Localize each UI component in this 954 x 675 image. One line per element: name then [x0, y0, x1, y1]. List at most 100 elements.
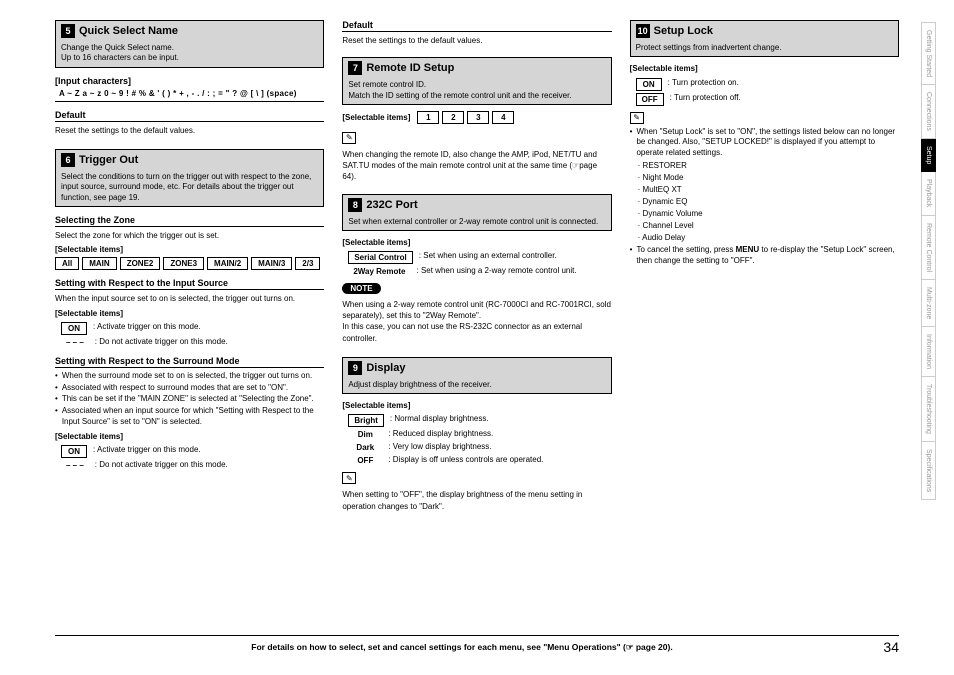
locked-item: Channel Level [638, 220, 899, 232]
locked-item: Dynamic Volume [638, 208, 899, 220]
remote-id-chip: 4 [492, 111, 514, 124]
manual-page: 5 Quick Select Name Change the Quick Sel… [0, 0, 954, 675]
remote-id-chips: [Selectable items] 1234 [342, 111, 611, 124]
dash-chip-2: – – – [61, 460, 89, 471]
display-option-row: OFF : Display is off unless controls are … [348, 455, 611, 466]
page-footer: For details on how to select, set and ca… [55, 635, 899, 655]
zone-chip: ZONE3 [163, 257, 204, 270]
surround-heading: Setting with Respect to the Surround Mod… [55, 356, 324, 368]
selectable-label-b: [Selectable items] [55, 308, 324, 319]
section-6-title: Trigger Out [79, 154, 138, 166]
locked-item: MultEQ XT [638, 184, 899, 196]
surround-bullet: Associated with respect to surround mode… [55, 383, 324, 394]
section-5-desc: Change the Quick Select name. Up to 16 c… [55, 41, 324, 68]
on-chip: ON [61, 322, 87, 335]
badge-8: 8 [348, 198, 362, 212]
zone-chip: ZONE2 [120, 257, 161, 270]
zone-chip: MAIN [82, 257, 116, 270]
display-option-val: : Normal display brightness. [390, 414, 612, 424]
locked-item: Night Mode [638, 172, 899, 184]
column-3: 10 Setup Lock Protect settings from inad… [630, 20, 899, 515]
content-columns: 5 Quick Select Name Change the Quick Sel… [55, 20, 899, 515]
locked-item: RESTORER [638, 160, 899, 172]
selectable-label-9: [Selectable items] [342, 400, 611, 411]
zone-chip: MAIN/3 [251, 257, 292, 270]
note-pill: NOTE [342, 283, 380, 294]
surround-bullet: When the surround mode set to on is sele… [55, 371, 324, 382]
side-tab[interactable]: Connections [921, 85, 936, 139]
display-option-row: Bright: Normal display brightness. [348, 414, 611, 427]
dash-chip-text-2: : Do not activate trigger on this mode. [95, 460, 325, 470]
display-option-row: Dark: Very low display brightness. [348, 442, 611, 453]
badge-6: 6 [61, 153, 75, 167]
surround-bullet: Associated when an input source for whic… [55, 406, 324, 428]
selectable-label-7: [Selectable items] [342, 113, 410, 122]
display-option-val: : Reduced display brightness. [388, 429, 611, 439]
badge-7: 7 [348, 61, 362, 75]
section-8-desc: Set when external controller or 2-way re… [342, 215, 611, 231]
input-source-text: When the input source set to on is selec… [55, 293, 324, 304]
section-10-header: 10 Setup Lock [630, 20, 899, 42]
section-8-note: When using a 2-way remote control unit (… [342, 299, 611, 344]
lock-off-chip: OFF [636, 93, 664, 106]
pencil-icon-2: ✎ [342, 472, 356, 484]
selectable-label-c: [Selectable items] [55, 431, 324, 442]
footer-message: For details on how to select, set and ca… [55, 642, 869, 653]
section-6-header: 6 Trigger Out [55, 149, 324, 171]
side-tab[interactable]: Multi-zone [921, 280, 936, 327]
section-10-title: Setup Lock [654, 25, 713, 37]
remote-id-chip: 1 [417, 111, 439, 124]
remote-id-chip: 2 [442, 111, 464, 124]
column-1: 5 Quick Select Name Change the Quick Sel… [55, 20, 324, 515]
default-text-1: Reset the settings to the default values… [55, 125, 324, 136]
zone-chip: All [55, 257, 79, 270]
default-heading-2: Default [342, 20, 611, 32]
tworay-chip: 2Way Remote [348, 266, 410, 277]
lock-bullet-1: When "Setup Lock" is set to "ON", the se… [630, 127, 899, 159]
side-tab[interactable]: Information [921, 327, 936, 377]
page-number: 34 [869, 639, 899, 655]
side-tab[interactable]: Troubleshooting [921, 377, 936, 442]
tworay-text: : Set when using a 2-way remote control … [417, 266, 612, 276]
side-tab[interactable]: Playback [921, 172, 936, 215]
remote-id-chip: 3 [467, 111, 489, 124]
lock-on-text: : Turn protection on. [668, 78, 899, 88]
badge-10: 10 [636, 24, 650, 38]
input-chars-heading: [Input characters] [55, 76, 324, 87]
section-7-note: When changing the remote ID, also change… [342, 149, 611, 183]
display-option-key: Dark [348, 442, 382, 453]
lock-off-text: : Turn protection off. [670, 93, 899, 103]
zone-chips: [Selectable items] AllMAINZONE2ZONE3MAIN… [55, 245, 324, 270]
badge-9: 9 [348, 361, 362, 375]
default-text-2: Reset the settings to the default values… [342, 35, 611, 46]
pencil-icon-3: ✎ [630, 112, 644, 124]
display-option-key: OFF [348, 455, 382, 466]
pencil-icon: ✎ [342, 132, 356, 144]
side-nav-tabs: Getting StartedConnectionsSetupPlaybackR… [921, 22, 936, 500]
section-7-title: Remote ID Setup [366, 62, 454, 74]
surround-bullet: This can be set if the "MAIN ZONE" is se… [55, 394, 324, 405]
input-source-heading: Setting with Respect to the Input Source [55, 278, 324, 290]
side-tab[interactable]: Getting Started [921, 22, 936, 85]
dash-chip: – – – [61, 337, 89, 348]
section-5-header: 5 Quick Select Name [55, 20, 324, 42]
side-tab[interactable]: Remote Control [921, 216, 936, 280]
display-option-val: : Display is off unless controls are ope… [388, 455, 611, 465]
section-9-title: Display [366, 362, 405, 374]
side-tab[interactable]: Setup [921, 139, 936, 172]
section-8-title: 232C Port [366, 199, 417, 211]
selectable-label-10: [Selectable items] [630, 63, 899, 74]
section-10-desc: Protect settings from inadvertent change… [630, 41, 899, 57]
column-2: Default Reset the settings to the defaul… [342, 20, 611, 515]
zone-text: Select the zone for which the trigger ou… [55, 230, 324, 241]
badge-5: 5 [61, 24, 75, 38]
section-9-desc: Adjust display brightness of the receive… [342, 378, 611, 394]
zone-chip: MAIN/2 [207, 257, 248, 270]
section-5-title: Quick Select Name [79, 25, 178, 37]
lock-on-chip: ON [636, 78, 662, 91]
lock-bullet-2: To cancel the setting, press MENU to re-… [630, 245, 899, 267]
section-9-note: When setting to "OFF", the display brigh… [342, 489, 611, 511]
zone-heading: Selecting the Zone [55, 215, 324, 227]
side-tab[interactable]: Specifications [921, 442, 936, 500]
display-option-key: Dim [348, 429, 382, 440]
